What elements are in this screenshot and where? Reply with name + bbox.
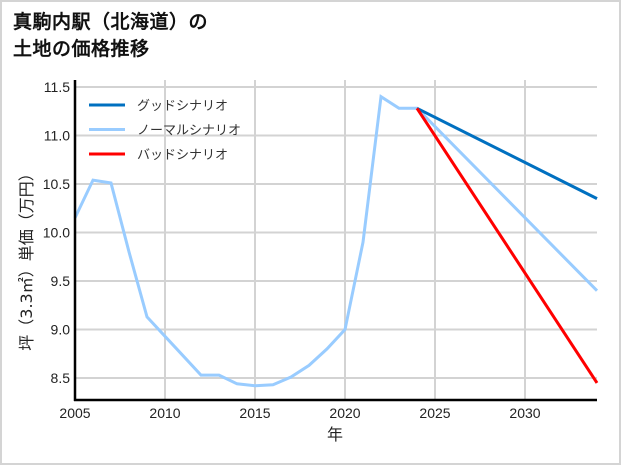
chart-title: 真駒内駅（北海道）の 土地の価格推移: [13, 9, 208, 63]
series-line-1: [73, 94, 599, 388]
y-tick-label: 11.0: [44, 128, 70, 144]
y-tick-label: 10.5: [43, 176, 70, 192]
series-lines: [73, 94, 599, 388]
x-tick-label: 2005: [59, 405, 90, 421]
y-axis-label: 坪（3.3㎡）単価（万円）: [17, 165, 36, 350]
tick-labels: 8.5 9.0 9.5 10.0 10.5 11.0 11.5 2005 2010 2015 202…: [43, 79, 541, 421]
x-axis-label: 年: [327, 425, 343, 444]
legend-label-2: バッドシナリオ: [137, 148, 228, 163]
y-tick-label: 8.5: [51, 370, 71, 386]
y-tick-label: 11.5: [44, 79, 70, 95]
legend-label-1: ノーマルシナリオ: [137, 124, 241, 139]
x-tick-label: 2015: [239, 405, 270, 421]
chart-title-line1: 真駒内駅（北海道）の: [13, 11, 209, 33]
legend-label-0: グッドシナリオ: [137, 99, 228, 114]
y-tick-label: 10.0: [43, 225, 70, 241]
x-tick-label: 2010: [149, 405, 180, 421]
series-line-0: [416, 106, 598, 200]
x-tick-label: 2030: [509, 405, 540, 421]
x-tick-label: 2025: [419, 405, 450, 421]
chart-title-line2: 土地の価格推移: [13, 38, 150, 60]
grid-lines: [74, 80, 597, 400]
y-tick-label: 9.5: [51, 273, 71, 289]
x-tick-label: 2020: [329, 405, 360, 421]
axes: [73, 80, 597, 402]
y-tick-label: 9.0: [51, 322, 71, 338]
series-line-2: [415, 107, 599, 384]
